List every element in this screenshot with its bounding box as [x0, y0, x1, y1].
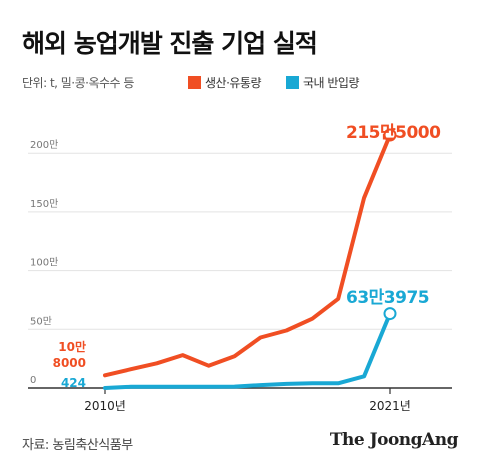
- data-point-production: [383, 128, 397, 142]
- legend-swatch-production: [188, 76, 201, 89]
- x-tick-label: 2010년: [84, 399, 126, 413]
- data-point-production: [363, 197, 365, 199]
- data-point-import: [130, 386, 132, 388]
- start-value-label-production: 8000: [53, 356, 86, 370]
- brand-logo: The JoongAng: [329, 430, 459, 450]
- source-note: 자료: 농림축산식품부: [22, 438, 133, 453]
- series-line-import: [103, 311, 392, 390]
- data-point-import: [337, 382, 339, 384]
- data-point-production: [285, 329, 287, 331]
- data-point-production: [337, 298, 339, 300]
- data-point-production: [156, 362, 158, 364]
- data-point-import: [311, 382, 313, 384]
- y-tick-label: 100만: [30, 257, 58, 269]
- data-point-import: [363, 375, 365, 377]
- data-point-import: [259, 384, 261, 386]
- series-line-production: [103, 133, 392, 378]
- data-point-production: [259, 336, 261, 338]
- data-point-production: [130, 368, 132, 370]
- legend-item-import: 국내 반입량: [286, 74, 360, 91]
- data-point-production: [233, 355, 235, 357]
- legend-label-import: 국내 반입량: [303, 76, 360, 90]
- y-tick-label: 0: [30, 375, 36, 386]
- data-point-production: [207, 364, 209, 366]
- data-point-production: [104, 374, 106, 376]
- data-point-import: [156, 386, 158, 388]
- chart-subheader: 단위: t, 밀·콩·옥수수 등 생산·유통량 국내 반입량: [22, 74, 462, 94]
- data-point-import: [207, 386, 209, 388]
- y-tick-label: 50만: [30, 315, 52, 327]
- end-value-label-production: 215만5000: [346, 123, 441, 143]
- data-point-import: [383, 307, 397, 321]
- y-tick-label: 200만: [30, 139, 58, 151]
- data-point-import: [182, 386, 184, 388]
- data-point-import: [104, 387, 106, 389]
- legend-item-production: 생산·유통량: [188, 74, 262, 91]
- legend-swatch-import: [286, 76, 299, 89]
- unit-label: 단위: t, 밀·콩·옥수수 등: [22, 76, 134, 90]
- data-point-production: [182, 354, 184, 356]
- data-point-import: [285, 383, 287, 385]
- page-title: 해외 농업개발 진출 기업 실적: [22, 29, 318, 58]
- start-value-label-production: 10만: [58, 339, 86, 354]
- legend-label-production: 생산·유통량: [205, 76, 262, 90]
- x-tick-label: 2021년: [369, 399, 411, 413]
- data-point-import: [233, 385, 235, 387]
- end-value-label-import: 63만3975: [346, 288, 429, 308]
- start-value-label-import: 424: [61, 376, 86, 390]
- data-point-production: [311, 318, 313, 320]
- y-tick-label: 150만: [30, 198, 58, 210]
